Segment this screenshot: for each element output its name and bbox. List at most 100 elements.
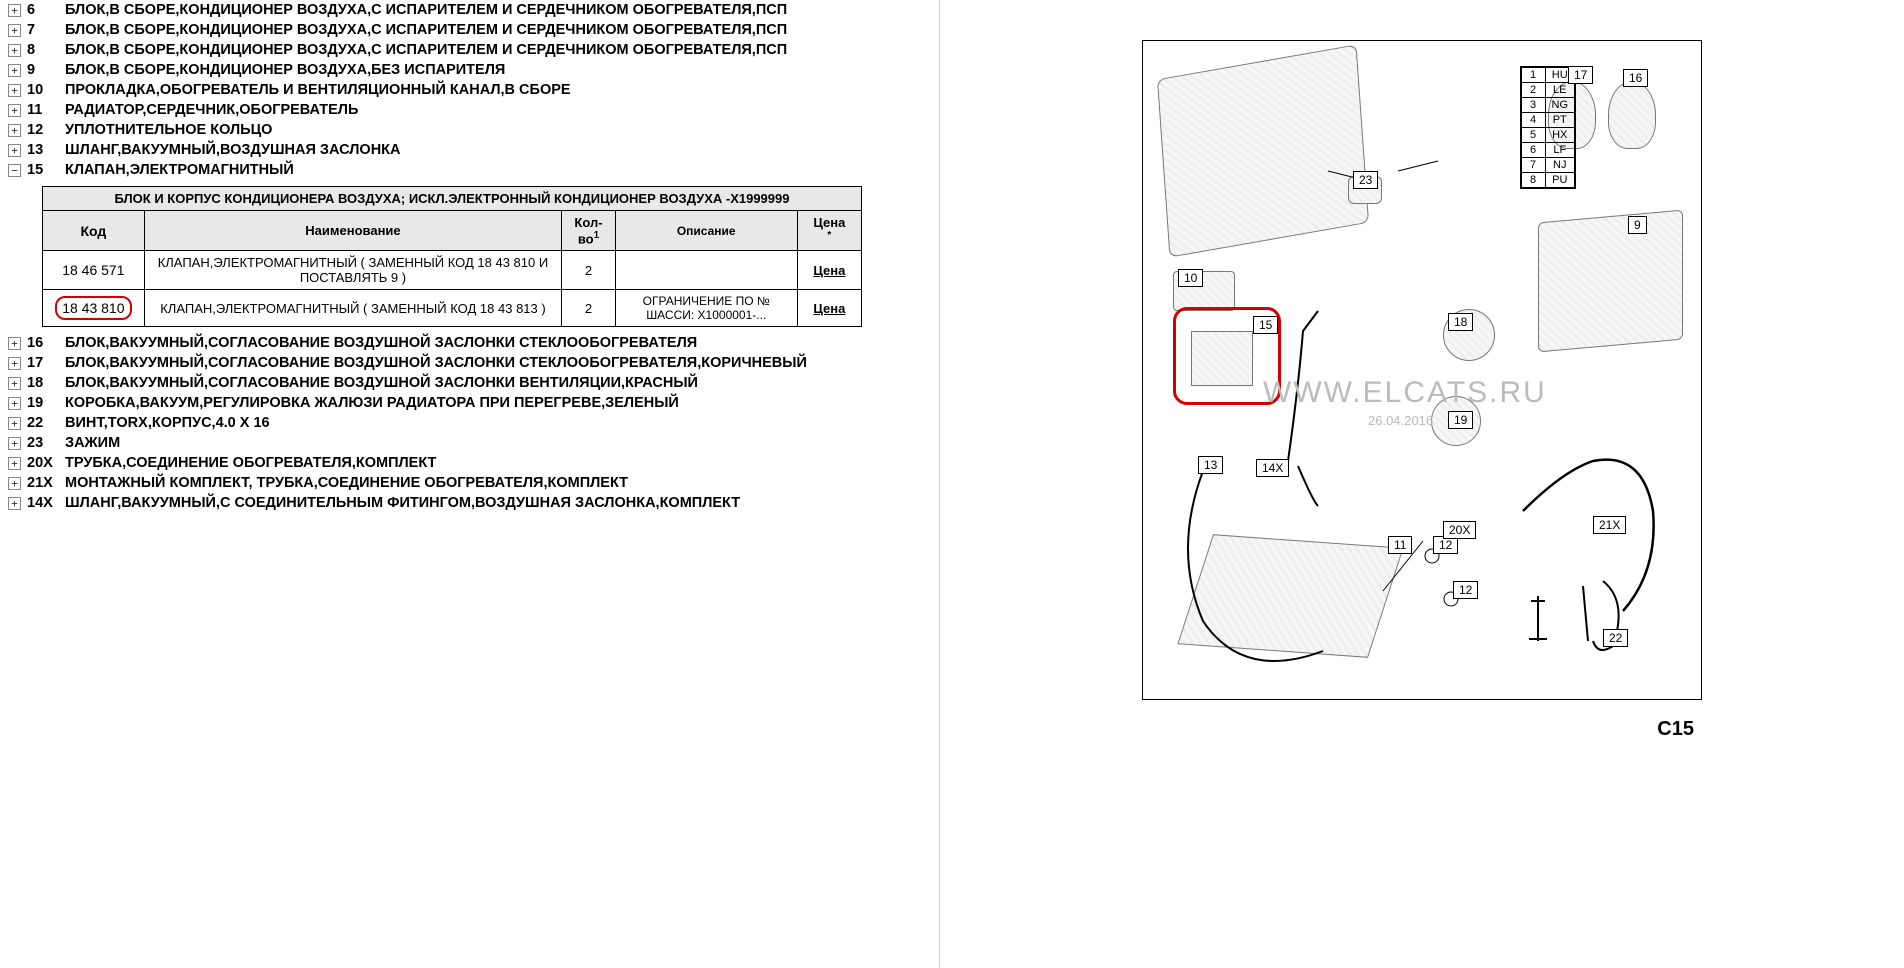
parts-table: БЛОК И КОРПУС КОНДИЦИОНЕРА ВОЗДУХА; ИСКЛ… xyxy=(42,186,931,327)
expand-icon[interactable]: + xyxy=(8,437,21,450)
diagram-code: C15 xyxy=(950,718,1694,741)
tree-item-23[interactable]: +23ЗАЖИМ xyxy=(8,433,931,453)
tree-item-label: БЛОК,В СБОРЕ,КОНДИЦИОНЕР ВОЗДУХА,БЕЗ ИСП… xyxy=(65,62,505,78)
tree-item-8[interactable]: +8 БЛОК,В СБОРЕ,КОНДИЦИОНЕР ВОЗДУХА,С ИСП… xyxy=(8,40,931,60)
tree-item-17[interactable]: +17БЛОК,ВАКУУМНЫЙ,СОГЛАСОВАНИЕ ВОЗДУШНОЙ… xyxy=(8,353,931,373)
tree-item-label: БЛОК,В СБОРЕ,КОНДИЦИОНЕР ВОЗДУХА,С ИСПАР… xyxy=(65,42,787,58)
cell-code[interactable]: 18 46 571 xyxy=(43,251,145,290)
tree-item-20X[interactable]: +20XТРУБКА,СОЕДИНЕНИЕ ОБОГРЕВАТЕЛЯ,КОМПЛ… xyxy=(8,453,931,473)
tree-item-9[interactable]: +9 БЛОК,В СБОРЕ,КОНДИЦИОНЕР ВОЗДУХА,БЕЗ И… xyxy=(8,60,931,80)
legend-num: 7 xyxy=(1521,158,1545,173)
tree-item-label: МОНТАЖНЫЙ КОМПЛЕКТ, ТРУБКА,СОЕДИНЕНИЕ ОБ… xyxy=(65,475,628,491)
table-title: БЛОК И КОРПУС КОНДИЦИОНЕРА ВОЗДУХА; ИСКЛ… xyxy=(43,187,862,211)
cell-qty: 2 xyxy=(562,290,616,327)
expand-icon[interactable]: + xyxy=(8,397,21,410)
exploded-diagram[interactable]: 1HU2LE3NG4PT5HX6LF7NJ8PU 171623915101819… xyxy=(1142,40,1702,700)
tree-item-21X[interactable]: +21X МОНТАЖНЫЙ КОМПЛЕКТ, ТРУБКА,СОЕДИНЕНИ… xyxy=(8,473,931,493)
legend-num: 6 xyxy=(1521,143,1545,158)
diagram-callout-13[interactable]: 13 xyxy=(1198,456,1223,474)
tree-item-label: КОРОБКА,ВАКУУМ,РЕГУЛИРОВКА ЖАЛЮЗИ РАДИАТ… xyxy=(65,395,679,411)
diagram-callout-16[interactable]: 16 xyxy=(1623,69,1648,87)
diagram-callout-19[interactable]: 19 xyxy=(1448,411,1473,429)
col-price: Цена* xyxy=(797,211,861,251)
expand-icon[interactable]: − xyxy=(8,164,21,177)
legend-num: 1 xyxy=(1521,68,1545,83)
table-row: 18 43 810КЛАПАН,ЭЛЕКТРОМАГНИТНЫЙ ( ЗАМЕН… xyxy=(43,290,862,327)
cell-price[interactable]: Цена xyxy=(797,251,861,290)
expand-icon[interactable]: + xyxy=(8,144,21,157)
expand-icon[interactable]: + xyxy=(8,357,21,370)
cell-name: КЛАПАН,ЭЛЕКТРОМАГНИТНЫЙ ( ЗАМЕННЫЙ КОД 1… xyxy=(144,251,562,290)
diagram-callout-18[interactable]: 18 xyxy=(1448,313,1473,331)
diagram-callout-20X[interactable]: 20X xyxy=(1443,521,1476,539)
tree-item-6[interactable]: +6БЛОК,В СБОРЕ,КОНДИЦИОНЕР ВОЗДУХА,С ИСП… xyxy=(8,0,931,20)
tree-item-18[interactable]: +18 БЛОК,ВАКУУМНЫЙ,СОГЛАСОВАНИЕ ВОЗДУШНОЙ… xyxy=(8,373,931,393)
tree-item-12[interactable]: +12УПЛОТНИТЕЛЬНОЕ КОЛЬЦО xyxy=(8,120,931,140)
expand-icon[interactable]: + xyxy=(8,477,21,490)
tree-item-label: ШЛАНГ,ВАКУУМНЫЙ,ВОЗДУШНАЯ ЗАСЛОНКА xyxy=(65,142,400,158)
tree-item-number: 21X xyxy=(27,475,59,491)
tree-item-7[interactable]: +7 БЛОК,В СБОРЕ,КОНДИЦИОНЕР ВОЗДУХА,С ИСП… xyxy=(8,20,931,40)
cell-desc xyxy=(615,251,797,290)
diagram-callout-11[interactable]: 11 xyxy=(1388,536,1412,554)
legend-code: HX xyxy=(1545,128,1575,143)
diagram-callout-14X[interactable]: 14X xyxy=(1256,459,1289,477)
cell-price[interactable]: Цена xyxy=(797,290,861,327)
expand-icon[interactable]: + xyxy=(8,24,21,37)
expand-icon[interactable]: + xyxy=(8,417,21,430)
tree-item-11[interactable]: +11 РАДИАТОР,СЕРДЕЧНИК,ОБОГРЕВАТЕЛЬ xyxy=(8,100,931,120)
expand-icon[interactable]: + xyxy=(8,84,21,97)
expand-icon[interactable]: + xyxy=(8,497,21,510)
tree-item-22[interactable]: +22 ВИНТ,TORX,КОРПУС,4.0 X 16 xyxy=(8,413,931,433)
tree-item-label: ЗАЖИМ xyxy=(65,435,120,451)
tree-item-number: 7 xyxy=(27,22,59,38)
col-name: Наименование xyxy=(144,211,562,251)
expand-icon[interactable]: + xyxy=(8,457,21,470)
expand-icon[interactable]: + xyxy=(8,104,21,117)
diagram-callout-21X[interactable]: 21X xyxy=(1593,516,1626,534)
tree-item-label: РАДИАТОР,СЕРДЕЧНИК,ОБОГРЕВАТЕЛЬ xyxy=(65,102,358,118)
diagram-callout-12[interactable]: 12 xyxy=(1453,581,1478,599)
legend-num: 4 xyxy=(1521,113,1545,128)
tree-item-10[interactable]: +10ПРОКЛАДКА,ОБОГРЕВАТЕЛЬ И ВЕНТИЛЯЦИОНН… xyxy=(8,80,931,100)
tree-item-label: КЛАПАН,ЭЛЕКТРОМАГНИТНЫЙ xyxy=(65,162,294,178)
tree-item-19[interactable]: +19КОРОБКА,ВАКУУМ,РЕГУЛИРОВКА ЖАЛЮЗИ РАД… xyxy=(8,393,931,413)
tree-item-number: 14X xyxy=(27,495,59,511)
diagram-callout-15[interactable]: 15 xyxy=(1253,316,1278,334)
parts-tree-panel: +6БЛОК,В СБОРЕ,КОНДИЦИОНЕР ВОЗДУХА,С ИСП… xyxy=(0,0,940,968)
cell-name: КЛАПАН,ЭЛЕКТРОМАГНИТНЫЙ ( ЗАМЕННЫЙ КОД 1… xyxy=(144,290,562,327)
diagram-callout-23[interactable]: 23 xyxy=(1353,171,1378,189)
legend-num: 8 xyxy=(1521,173,1545,188)
tree-item-number: 9 xyxy=(27,62,59,78)
tree-item-number: 13 xyxy=(27,142,59,158)
expand-icon[interactable]: + xyxy=(8,44,21,57)
diagram-callout-22[interactable]: 22 xyxy=(1603,629,1628,647)
expand-icon[interactable]: + xyxy=(8,377,21,390)
col-desc: Описание xyxy=(615,211,797,251)
expand-icon[interactable]: + xyxy=(8,124,21,137)
tree-item-number: 22 xyxy=(27,415,59,431)
legend-num: 2 xyxy=(1521,83,1545,98)
tree-item-number: 8 xyxy=(27,42,59,58)
expand-icon[interactable]: + xyxy=(8,64,21,77)
expand-icon[interactable]: + xyxy=(8,4,21,17)
tree-item-number: 11 xyxy=(27,102,59,118)
cell-desc: ОГРАНИЧЕНИЕ ПО № ШАССИ: X1000001-... xyxy=(615,290,797,327)
tree-item-13[interactable]: +13 ШЛАНГ,ВАКУУМНЫЙ,ВОЗДУШНАЯ ЗАСЛОНКА xyxy=(8,140,931,160)
cell-code[interactable]: 18 43 810 xyxy=(43,290,145,327)
tree-item-16[interactable]: +16БЛОК,ВАКУУМНЫЙ,СОГЛАСОВАНИЕ ВОЗДУШНОЙ… xyxy=(8,333,931,353)
tree-item-number: 18 xyxy=(27,375,59,391)
tree-item-15[interactable]: −15КЛАПАН,ЭЛЕКТРОМАГНИТНЫЙ xyxy=(8,160,931,180)
diagram-callout-17[interactable]: 17 xyxy=(1568,66,1593,84)
watermark-date: 26.04.2016 xyxy=(1368,413,1433,428)
tree-item-label: ВИНТ,TORX,КОРПУС,4.0 X 16 xyxy=(65,415,270,431)
diagram-callout-9[interactable]: 9 xyxy=(1628,216,1647,234)
expand-icon[interactable]: + xyxy=(8,337,21,350)
legend-code: PT xyxy=(1545,113,1575,128)
tree-item-label: БЛОК,ВАКУУМНЫЙ,СОГЛАСОВАНИЕ ВОЗДУШНОЙ ЗА… xyxy=(65,375,698,391)
tree-item-label: БЛОК,В СБОРЕ,КОНДИЦИОНЕР ВОЗДУХА,С ИСПАР… xyxy=(65,22,787,38)
legend-code: NJ xyxy=(1545,158,1575,173)
tree-item-14X[interactable]: +14XШЛАНГ,ВАКУУМНЫЙ,С СОЕДИНИТЕЛЬНЫМ ФИТ… xyxy=(8,493,931,513)
diagram-callout-10[interactable]: 10 xyxy=(1178,269,1203,287)
tree-item-label: БЛОК,В СБОРЕ,КОНДИЦИОНЕР ВОЗДУХА,С ИСПАР… xyxy=(65,2,787,18)
